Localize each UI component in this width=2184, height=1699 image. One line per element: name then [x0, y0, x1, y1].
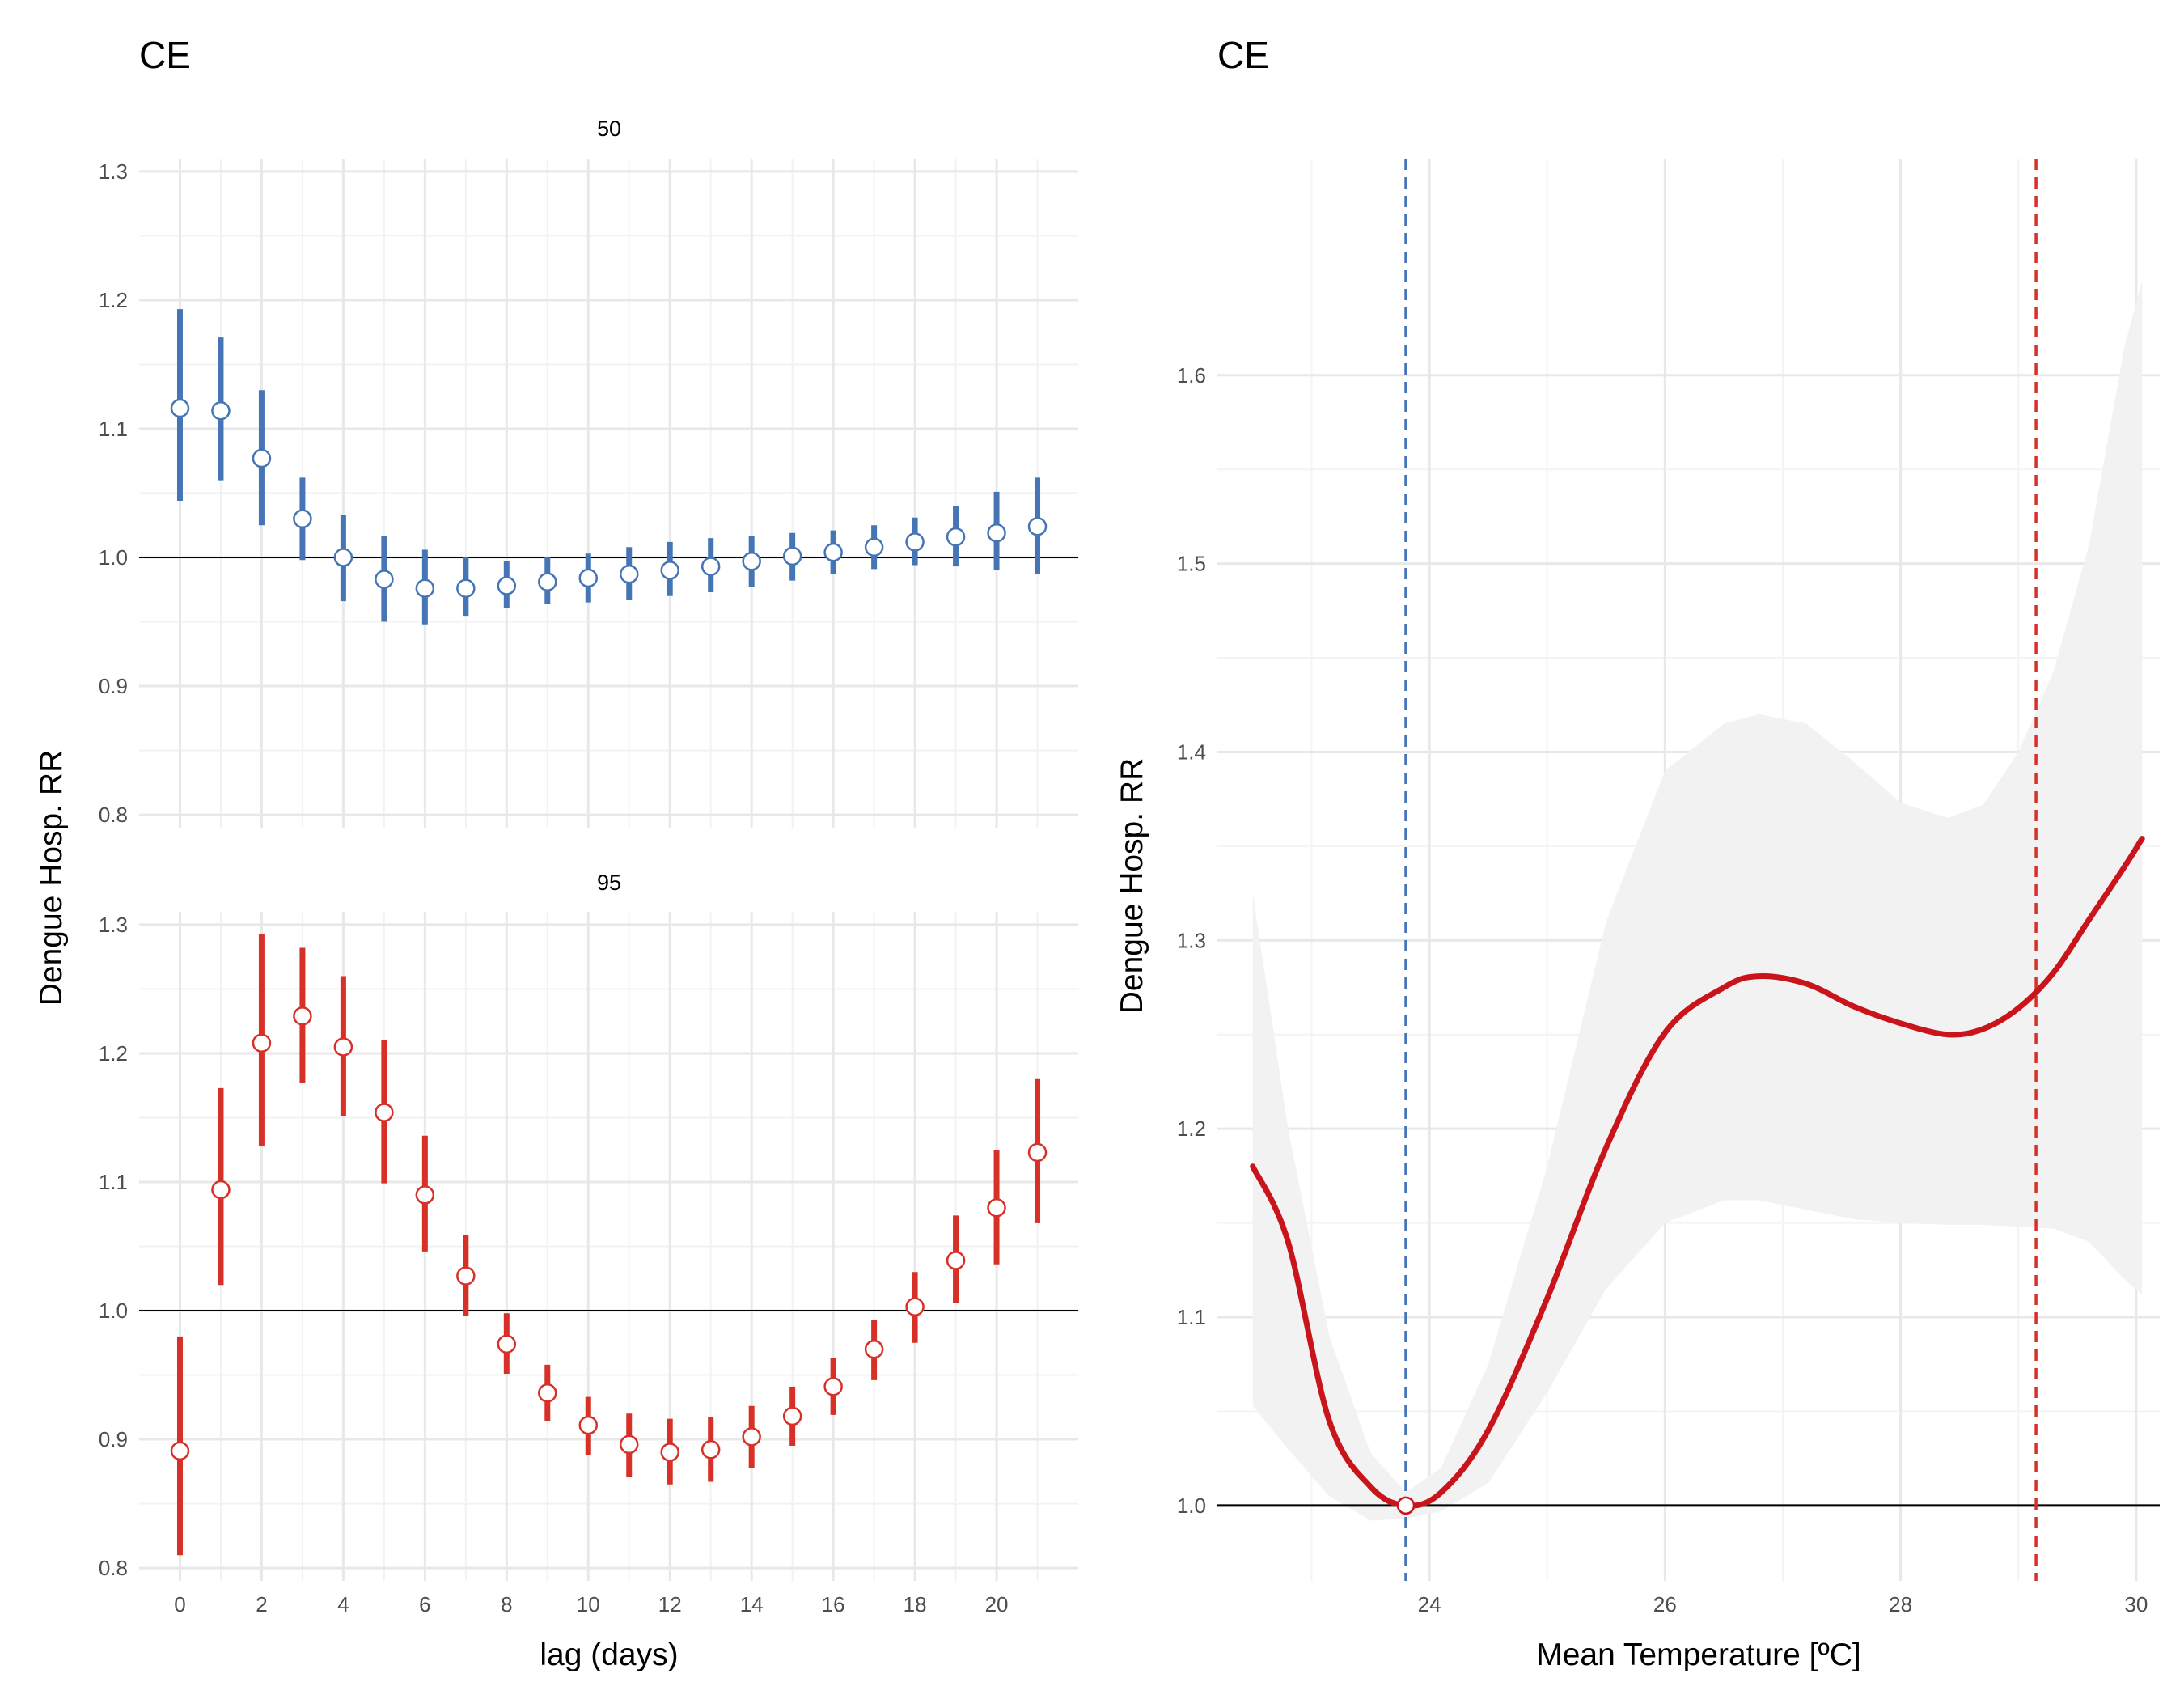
- y-tick-label: 1.0: [99, 1299, 128, 1323]
- right-title: CE: [1217, 34, 1269, 76]
- x-tick-label: 12: [658, 1592, 682, 1616]
- rr-point: [1027, 517, 1048, 536]
- rr-point: [578, 1415, 599, 1435]
- rr-point: [946, 527, 966, 547]
- rr-point: [497, 576, 517, 595]
- lag-panel-50: 0.8 0.9 1.0 1.1 1.2 1.3: [99, 159, 1078, 828]
- rr-point: [905, 1297, 925, 1316]
- y-tick-label: 1.3: [99, 159, 128, 184]
- y-tick-label: 0.9: [99, 1427, 128, 1451]
- rr-point: [864, 1339, 884, 1359]
- x-tick-label: 0: [174, 1592, 185, 1616]
- x-tick-label: 14: [740, 1592, 764, 1616]
- rr-point: [905, 532, 925, 552]
- rr-point: [987, 1198, 1006, 1218]
- rr-point: [619, 564, 639, 584]
- rr-point: [538, 572, 557, 591]
- x-tick-label: 24: [1418, 1592, 1441, 1616]
- rr-point: [333, 1037, 353, 1057]
- rr-point: [742, 1427, 761, 1447]
- x-tick-label: 26: [1653, 1592, 1677, 1616]
- y-tick-label: 1.0: [1177, 1494, 1206, 1518]
- reference-point: [1396, 1496, 1416, 1515]
- y-tick-label: 0.8: [99, 803, 128, 827]
- y-tick-label: 1.2: [99, 1041, 128, 1066]
- rr-point: [456, 1266, 476, 1286]
- rr-point: [660, 1443, 679, 1462]
- rr-point: [252, 448, 272, 468]
- rr-point: [375, 1103, 394, 1122]
- facet-label-95: 95: [597, 871, 621, 895]
- rr-point: [293, 509, 312, 529]
- rr-point: [456, 578, 476, 598]
- x-tick-label: 30: [2124, 1592, 2148, 1616]
- rr-point: [823, 542, 843, 562]
- y-tick-label: 1.4: [1177, 739, 1206, 764]
- rr-point: [170, 398, 190, 418]
- rr-point: [415, 578, 435, 598]
- left-title: CE: [139, 34, 191, 76]
- x-tick-label: 6: [419, 1592, 430, 1616]
- y-tick-label: 1.5: [1177, 552, 1206, 576]
- confidence-band: [1252, 281, 2143, 1521]
- x-tick-label: 18: [904, 1592, 927, 1616]
- rr-point: [211, 1180, 231, 1200]
- y-tick-label: 1.6: [1177, 363, 1206, 388]
- temperature-curve-panel: 1.0 1.1 1.2 1.3 1.4 1.5 1.6 24 26 28 30: [1177, 159, 2160, 1616]
- rr-point: [660, 561, 679, 580]
- rr-point: [293, 1006, 312, 1026]
- y-tick-label: 1.1: [1177, 1305, 1206, 1329]
- rr-point: [415, 1185, 435, 1205]
- y-tick-label: 1.3: [99, 913, 128, 937]
- rr-point: [211, 400, 231, 421]
- left-x-axis-label: lag (days): [540, 1638, 678, 1672]
- y-tick-label: 1.1: [99, 1170, 128, 1194]
- x-tick-label: 10: [577, 1592, 600, 1616]
- rr-point: [333, 548, 353, 567]
- y-tick-label: 1.2: [1177, 1116, 1206, 1141]
- rr-point: [1027, 1142, 1048, 1163]
- y-tick-label: 1.3: [1177, 928, 1206, 952]
- facet-label-50: 50: [597, 117, 621, 141]
- right-x-axis-label: Mean Temperature [ºC]: [1536, 1638, 1861, 1672]
- x-tick-label: 28: [1889, 1592, 1912, 1616]
- rr-point: [538, 1383, 557, 1403]
- rr-point: [823, 1377, 843, 1396]
- x-tick-label: 4: [337, 1592, 349, 1616]
- x-tick-label: 20: [985, 1592, 1009, 1616]
- y-tick-label: 1.0: [99, 545, 128, 570]
- rr-point: [497, 1334, 517, 1354]
- left-y-axis-label: Dengue Hosp. RR: [34, 750, 69, 1006]
- rr-point: [700, 1440, 721, 1460]
- y-tick-label: 0.8: [99, 1556, 128, 1580]
- y-tick-label: 1.1: [99, 417, 128, 441]
- y-tick-label: 0.9: [99, 674, 128, 698]
- lag-panel-95: 0.8 0.9 1.0 1.1 1.2 1.3 0 2 4 6 8 10 12 14 16 18 20: [99, 912, 1078, 1616]
- rr-point: [946, 1251, 966, 1270]
- rr-point: [864, 537, 884, 557]
- rr-point: [782, 1406, 802, 1426]
- rr-point: [987, 523, 1006, 543]
- rr-point: [170, 1441, 190, 1461]
- y-tick-label: 1.2: [99, 288, 128, 312]
- x-tick-label: 2: [256, 1592, 267, 1616]
- rr-point: [782, 546, 802, 566]
- x-tick-label: 8: [501, 1592, 512, 1616]
- rr-point: [252, 1033, 272, 1053]
- rr-point: [742, 552, 761, 571]
- rr-point: [578, 568, 599, 588]
- x-tick-label: 16: [822, 1592, 845, 1616]
- rr-curve: [1250, 836, 2145, 1509]
- rr-point: [619, 1434, 639, 1455]
- rr-point: [700, 557, 721, 576]
- right-y-axis-label: Dengue Hosp. RR: [1115, 758, 1149, 1015]
- rr-point: [375, 570, 394, 589]
